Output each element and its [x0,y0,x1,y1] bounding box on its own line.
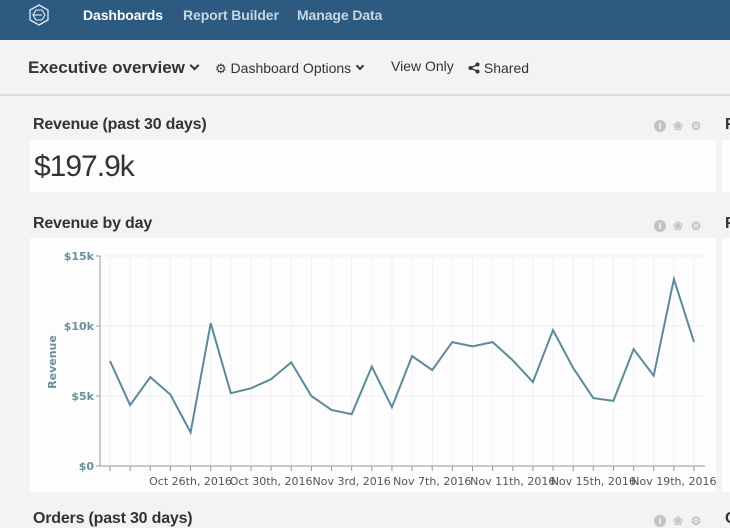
dashboard-selector[interactable]: Executive overview [28,58,200,78]
top-navigation: Dashboards Report Builder Manage Data [0,0,730,40]
panel-actions: i ❀ ⚙ [654,120,702,132]
revenue-30-title: Revenue (past 30 days) [33,116,207,133]
gear-icon[interactable]: ⚙ [690,219,702,233]
gear-icon[interactable]: ⚙ [690,119,702,133]
shared-label: Shared [483,60,530,76]
dashboard-title: Executive overview [28,58,185,77]
panel-actions: i ❀ ⚙ [654,220,702,232]
revenue-line[interactable] [109,275,695,436]
info-icon[interactable]: i [654,120,666,132]
hexagon-logo-icon[interactable] [27,3,51,27]
shared-button[interactable]: Shared [468,60,529,76]
next-panel-card [722,140,730,192]
chevron-down-icon [189,60,200,71]
x-tick-label: Nov 11th, 2016 [470,475,555,488]
bug-icon[interactable]: ❀ [672,119,684,133]
next-panel-title: F [725,215,730,232]
next-panel-card [722,238,730,492]
x-tick-label: Nov 3rd, 2016 [313,475,391,488]
y-tick-label: $5k [71,390,94,403]
next-panel-title: C [725,510,730,528]
view-only-label: View Only [391,58,454,74]
dashboard-options-button[interactable]: ⚙ Dashboard Options [215,60,365,77]
revenue-30-value: $197.9k [34,150,135,183]
x-tick-label: Nov 7th, 2016 [393,475,471,488]
gear-icon[interactable]: ⚙ [690,514,702,528]
x-tick-label: Oct 30th, 2016 [230,475,313,488]
orders-30-title: Orders (past 30 days) [33,510,193,527]
dashboard-options-label: Dashboard Options [230,60,352,76]
gear-icon: ⚙ [215,61,227,76]
next-panel-title: F [725,116,730,133]
x-tick-label: Nov 19th, 2016 [631,475,716,488]
y-tick-label: $0 [79,460,95,473]
y-tick-label: $10k [64,320,95,333]
info-icon[interactable]: i [654,220,666,232]
revenue-by-day-card: $0 $5k $10k $15k Revenue Oct 26th, 2016 Oct 30… [30,238,716,492]
info-icon[interactable]: i [654,515,666,527]
y-tick-label: $15k [64,250,95,263]
chevron-down-icon [355,61,365,71]
nav-report-builder[interactable]: Report Builder [183,7,279,23]
y-axis-label: Revenue [46,335,59,389]
nav-manage-data[interactable]: Manage Data [297,7,383,23]
panel-actions: i ❀ ⚙ [654,515,702,527]
bug-icon[interactable]: ❀ [672,514,684,528]
revenue-by-day-title: Revenue by day [33,215,153,232]
share-icon [468,62,480,74]
bug-icon[interactable]: ❀ [672,219,684,233]
dashboard-toolbar: Executive overview ⚙ Dashboard Options V… [0,40,730,96]
x-tick-label: Oct 26th, 2016 [149,475,232,488]
x-tick-label: Nov 15th, 2016 [551,475,636,488]
revenue-30-card [30,140,716,192]
nav-dashboards[interactable]: Dashboards [83,7,163,23]
